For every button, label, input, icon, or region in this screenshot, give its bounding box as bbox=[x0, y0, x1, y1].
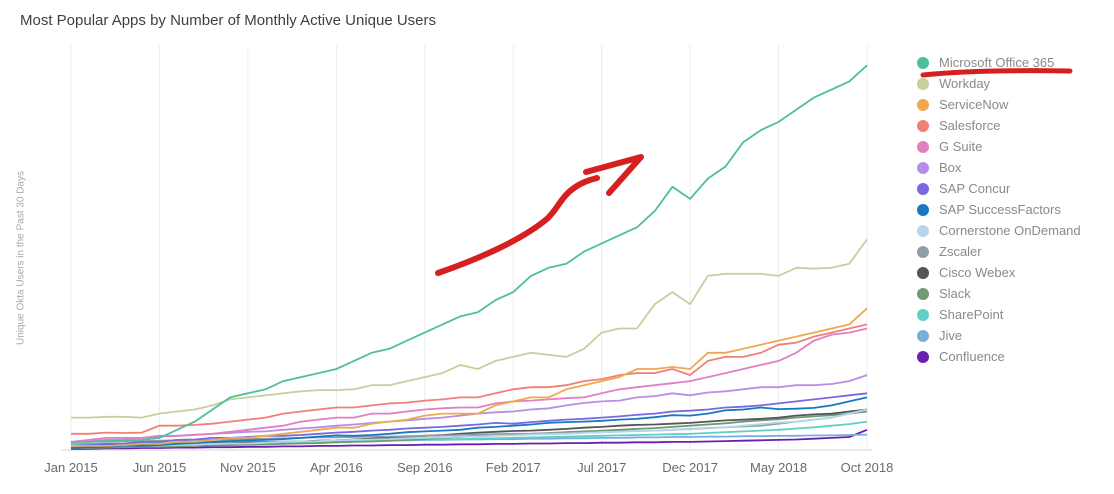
legend-label: SAP Concur bbox=[939, 181, 1011, 196]
chart-legend: Microsoft Office 365 Workday ServiceNow Sal… bbox=[917, 52, 1081, 367]
legend-label: ServiceNow bbox=[939, 97, 1009, 112]
series-lines bbox=[70, 64, 868, 450]
legend-swatch bbox=[917, 350, 929, 363]
legend-swatch bbox=[917, 245, 929, 258]
legend-swatch bbox=[917, 266, 929, 279]
x-tick-label: Oct 2018 bbox=[841, 460, 894, 475]
legend-swatch bbox=[917, 203, 929, 216]
legend-label: Workday bbox=[939, 76, 991, 91]
series-line-workday bbox=[71, 238, 868, 419]
legend-label: Confluence bbox=[939, 349, 1005, 364]
legend-label: G Suite bbox=[939, 139, 983, 154]
legend-swatch bbox=[917, 308, 929, 321]
legend-label: Cornerstone OnDemand bbox=[939, 223, 1081, 238]
legend-swatch bbox=[917, 182, 929, 195]
legend-item[interactable]: Cornerstone OnDemand bbox=[917, 220, 1081, 241]
legend-item[interactable]: Workday bbox=[917, 73, 1081, 94]
legend-item[interactable]: Slack bbox=[917, 283, 1081, 304]
legend-swatch bbox=[917, 56, 929, 69]
legend-label: Cisco Webex bbox=[939, 265, 1016, 280]
series-line-cornerstone-ondemand bbox=[71, 408, 868, 449]
legend-swatch bbox=[917, 119, 929, 132]
annotation-arrow-head bbox=[583, 154, 644, 196]
legend-swatch bbox=[917, 77, 929, 90]
legend-label: Zscaler bbox=[939, 244, 982, 259]
annotation-arrow-stroke bbox=[435, 175, 600, 276]
x-tick-label: Sep 2016 bbox=[397, 460, 453, 475]
legend-swatch bbox=[917, 98, 929, 111]
hand-drawn-annotation bbox=[435, 68, 1073, 276]
x-tick-label: Nov 2015 bbox=[220, 460, 276, 475]
legend-swatch bbox=[917, 140, 929, 153]
legend-item[interactable]: SAP Concur bbox=[917, 178, 1081, 199]
x-tick-label: Feb 2017 bbox=[486, 460, 541, 475]
legend-label: Box bbox=[939, 160, 962, 175]
legend-item[interactable]: SAP SuccessFactors bbox=[917, 199, 1081, 220]
legend-swatch bbox=[917, 329, 929, 342]
x-tick-label: Jan 2015 bbox=[44, 460, 98, 475]
series-line-confluence bbox=[71, 428, 868, 450]
legend-item[interactable]: Cisco Webex bbox=[917, 262, 1081, 283]
series-line-servicenow bbox=[71, 307, 868, 447]
legend-item[interactable]: Confluence bbox=[917, 346, 1081, 367]
legend-item[interactable]: Jive bbox=[917, 325, 1081, 346]
x-tick-label: Jun 2015 bbox=[133, 460, 187, 475]
x-tick-label: May 2018 bbox=[750, 460, 807, 475]
gridlines bbox=[61, 45, 872, 451]
series-line-sap-successfactors bbox=[70, 396, 868, 449]
x-tick-label: Jul 2017 bbox=[577, 460, 626, 475]
annotation-underline bbox=[920, 68, 1073, 78]
series-line-salesforce bbox=[71, 323, 868, 435]
series-line-sap-concur bbox=[70, 392, 868, 447]
chart-title: Most Popular Apps by Number of Monthly A… bbox=[20, 12, 437, 29]
legend-label: SharePoint bbox=[939, 307, 1004, 322]
legend-label: Salesforce bbox=[939, 118, 1001, 133]
legend-swatch bbox=[917, 224, 929, 237]
legend-label: Microsoft Office 365 bbox=[939, 55, 1055, 70]
legend-item[interactable]: Salesforce bbox=[917, 115, 1081, 136]
legend-item[interactable]: SharePoint bbox=[917, 304, 1081, 325]
series-line-g-suite bbox=[70, 327, 868, 443]
x-tick-label: Apr 2016 bbox=[310, 460, 363, 475]
x-tick-label: Dec 2017 bbox=[662, 460, 718, 475]
x-axis-ticks: Jan 2015 Jun 2015 Nov 2015 Apr 2016 Sep 2016… bbox=[44, 460, 893, 475]
legend-swatch bbox=[917, 287, 929, 300]
legend-label: Slack bbox=[939, 286, 971, 301]
legend-item[interactable]: Microsoft Office 365 bbox=[917, 52, 1081, 73]
legend-item[interactable]: Zscaler bbox=[917, 241, 1081, 262]
legend-item[interactable]: G Suite bbox=[917, 136, 1081, 157]
legend-label: SAP SuccessFactors bbox=[939, 202, 1061, 217]
legend-label: Jive bbox=[939, 328, 963, 343]
series-line-microsoft-office-365 bbox=[71, 64, 868, 443]
legend-item[interactable]: Box bbox=[917, 157, 1081, 178]
legend-item[interactable]: ServiceNow bbox=[917, 94, 1081, 115]
legend-swatch bbox=[917, 161, 929, 174]
